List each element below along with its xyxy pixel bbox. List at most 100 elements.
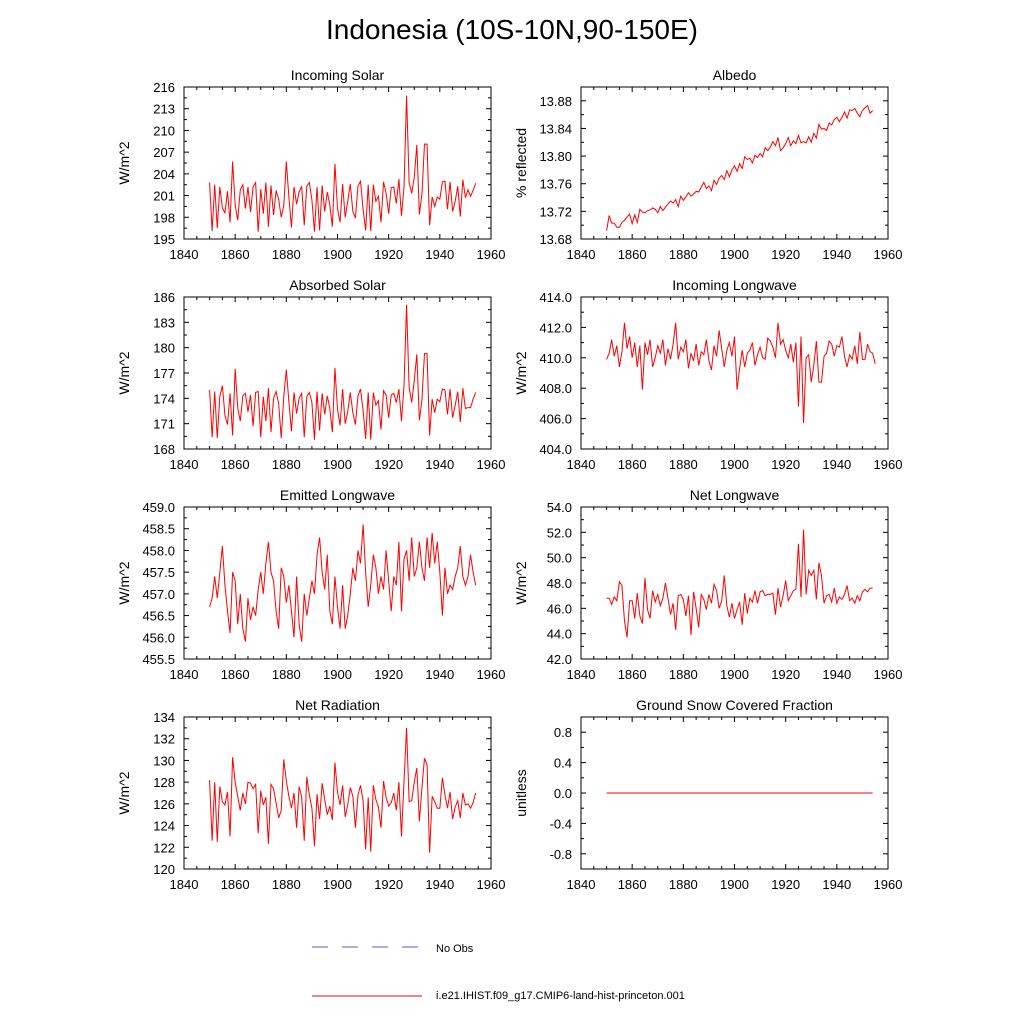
y-tick-label: 410.0 [539, 351, 572, 366]
y-tick-label: 406.0 [539, 412, 572, 427]
series-line-model [606, 529, 873, 638]
x-tick-label: 1860 [221, 457, 250, 472]
y-tick-label: 457.0 [142, 587, 175, 602]
x-tick-label: 1900 [720, 457, 749, 472]
chart-title: Net Radiation [295, 697, 380, 713]
x-tick-label: 1900 [323, 457, 352, 472]
series-line-model [209, 304, 477, 440]
chart-panel-5: Emitted Longwave W/m^2 1840 1860 1880 1900 192… [116, 487, 505, 682]
legend-obs-label: No Obs [436, 943, 474, 955]
x-tick-label: 1840 [170, 247, 199, 262]
x-tick-label: 1940 [425, 667, 454, 682]
y-tick-label: 13.80 [539, 149, 572, 164]
y-axis-label: W/m^2 [116, 561, 132, 604]
y-tick-label: 54.0 [547, 500, 572, 515]
x-tick-label: 1960 [477, 877, 506, 892]
chart-panel-3: Absorbed Solar W/m^2 1840 1860 1880 1900 1920 1… [116, 277, 505, 472]
y-tick-label: 195 [153, 232, 175, 247]
y-axis-label: % reflected [513, 128, 529, 198]
y-tick-label: 122 [153, 840, 175, 855]
y-tick-label: 46.0 [547, 601, 572, 616]
x-tick-label: 1960 [477, 457, 506, 472]
y-tick-label: 457.5 [142, 565, 175, 580]
y-tick-label: 180 [153, 341, 175, 356]
x-tick-label: 1880 [669, 247, 698, 262]
x-tick-label: 1960 [874, 457, 903, 472]
y-tick-label: 459.0 [142, 500, 175, 515]
x-tick-label: 1900 [720, 247, 749, 262]
y-tick-label: 0.8 [554, 725, 572, 740]
x-tick-label: 1920 [374, 457, 403, 472]
x-tick-label: 1840 [170, 457, 199, 472]
series-line-model [209, 524, 477, 642]
y-tick-label: 404.0 [539, 442, 572, 457]
y-tick-label: 42.0 [547, 652, 572, 667]
y-tick-label: 183 [153, 315, 175, 330]
y-tick-label: 124 [153, 819, 175, 834]
x-tick-label: 1840 [170, 877, 199, 892]
y-axis-label: W/m^2 [116, 141, 132, 184]
series-line-model [606, 104, 874, 231]
series-line-model [606, 322, 876, 424]
x-tick-label: 1880 [272, 877, 301, 892]
y-tick-label: 198 [153, 210, 175, 225]
y-tick-label: 128 [153, 775, 175, 790]
y-tick-label: -0.4 [550, 816, 572, 831]
x-tick-label: 1920 [374, 667, 403, 682]
y-tick-label: 50.0 [547, 551, 572, 566]
y-tick-label: -0.8 [550, 847, 572, 862]
y-tick-label: 13.84 [539, 121, 572, 136]
y-tick-label: 0.0 [554, 786, 572, 801]
page-title: Indonesia (10S-10N,90-150E) [325, 14, 698, 45]
chart-panel-8: Ground Snow Covered Fraction unitless 1840… [513, 697, 902, 892]
y-tick-label: 52.0 [547, 525, 572, 540]
x-tick-label: 1860 [618, 247, 647, 262]
y-tick-label: 13.88 [539, 94, 572, 109]
x-tick-label: 1940 [822, 877, 851, 892]
x-tick-label: 1920 [771, 457, 800, 472]
chart-title: Absorbed Solar [289, 277, 386, 293]
y-tick-label: 210 [153, 123, 175, 138]
y-tick-label: 13.68 [539, 232, 572, 247]
chart-panel-4: Incoming Longwave W/m^2 1840 1860 1880 1900 19… [513, 277, 902, 472]
y-tick-label: 130 [153, 753, 175, 768]
x-tick-label: 1880 [669, 877, 698, 892]
x-tick-label: 1880 [272, 457, 301, 472]
y-tick-label: 134 [153, 710, 175, 725]
y-tick-label: 13.72 [539, 204, 572, 219]
y-axis-label: W/m^2 [116, 771, 132, 814]
chart-title: Ground Snow Covered Fraction [636, 697, 833, 713]
x-tick-label: 1900 [323, 667, 352, 682]
y-tick-label: 455.5 [142, 652, 175, 667]
x-tick-label: 1840 [567, 877, 596, 892]
x-tick-label: 1940 [822, 457, 851, 472]
y-axis-label: W/m^2 [513, 561, 529, 604]
x-tick-label: 1860 [221, 247, 250, 262]
x-tick-label: 1880 [272, 247, 301, 262]
x-tick-label: 1880 [669, 667, 698, 682]
chart-title: Net Longwave [690, 487, 780, 503]
chart-title: Incoming Solar [291, 67, 385, 83]
x-tick-label: 1960 [874, 247, 903, 262]
x-tick-label: 1940 [822, 667, 851, 682]
y-tick-label: 207 [153, 145, 175, 160]
x-tick-label: 1940 [425, 457, 454, 472]
y-tick-label: 408.0 [539, 381, 572, 396]
legend-model-label: i.e21.IHIST.f09_g17.CMIP6-land-hist-prin… [436, 990, 685, 1002]
x-tick-label: 1960 [874, 877, 903, 892]
chart-title: Incoming Longwave [672, 277, 797, 293]
x-tick-label: 1900 [323, 877, 352, 892]
y-tick-label: 177 [153, 366, 175, 381]
x-tick-label: 1860 [221, 667, 250, 682]
y-tick-label: 458.0 [142, 543, 175, 558]
x-tick-label: 1860 [618, 877, 647, 892]
x-tick-label: 1840 [567, 667, 596, 682]
x-tick-label: 1960 [477, 667, 506, 682]
series-line-model [209, 95, 477, 232]
y-tick-label: 171 [153, 417, 175, 432]
x-tick-label: 1900 [720, 877, 749, 892]
x-tick-label: 1940 [425, 247, 454, 262]
chart-title: Albedo [713, 67, 757, 83]
y-tick-label: 13.76 [539, 177, 572, 192]
y-tick-label: 186 [153, 290, 175, 305]
